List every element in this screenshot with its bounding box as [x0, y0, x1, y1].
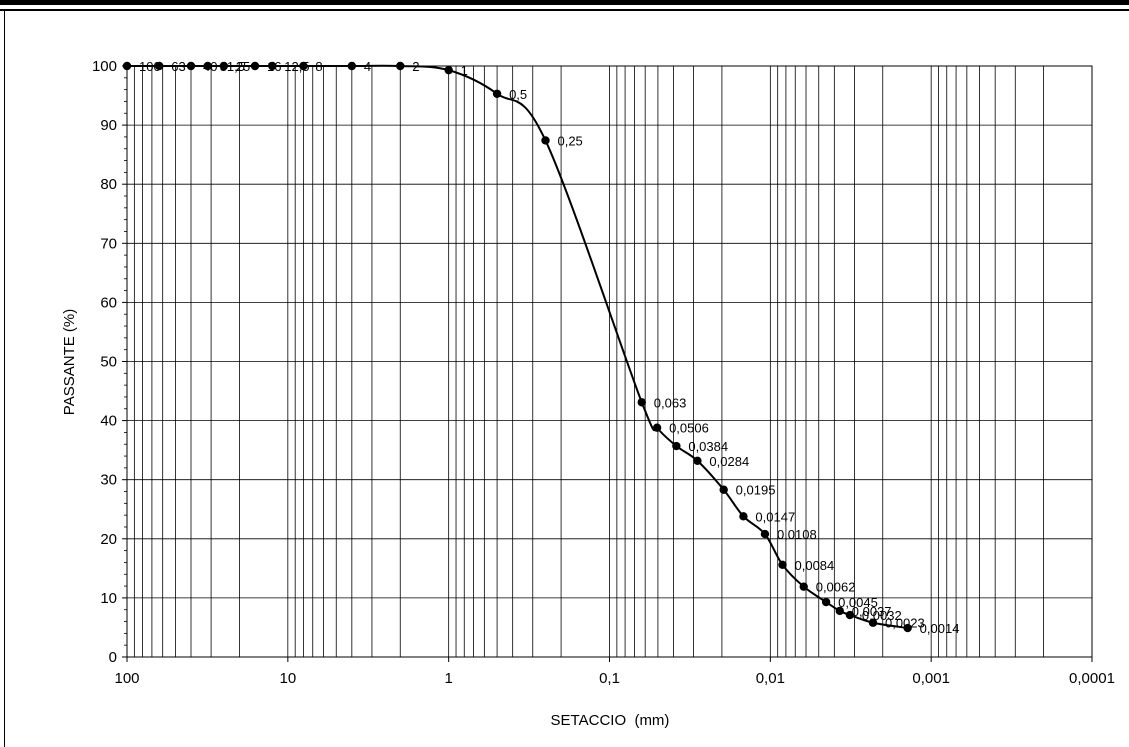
series-line	[127, 64, 908, 630]
data-point	[903, 623, 912, 633]
series-curve	[127, 64, 908, 630]
data-label: 0,0195	[736, 483, 776, 498]
x-tick-labels: 100 10 1 0,1 0,01 0,001 0,0001	[114, 670, 1114, 687]
data-label: 2	[412, 59, 419, 74]
x-axis-title: SETACCIO (mm)	[551, 712, 670, 729]
y-tick-label: 90	[100, 117, 117, 134]
x-tick-label: 0,1	[599, 670, 620, 687]
y-tick-label: 100	[92, 58, 117, 75]
data-label: 25	[236, 59, 250, 74]
x-tick-label: 0,0001	[1069, 670, 1115, 687]
data-point	[396, 61, 405, 71]
y-tick-labels: 0 10 20 30 40 50 60 70 80 90 100	[92, 58, 117, 666]
data-point	[186, 61, 196, 71]
data-point	[347, 61, 357, 71]
top-border-thin	[0, 9, 1129, 11]
data-point	[122, 61, 132, 71]
data-label: 63	[171, 59, 185, 74]
y-tick-label: 80	[100, 176, 117, 193]
data-point	[652, 423, 662, 432]
top-border-thick	[0, 0, 1129, 5]
data-label: 0,0506	[669, 421, 709, 436]
data-label: 0,5	[509, 87, 527, 102]
y-tick-label: 10	[100, 590, 117, 607]
data-label: 40	[203, 59, 217, 74]
data-label: 0,0045	[838, 595, 878, 610]
data-label: 0,0037	[852, 604, 892, 619]
data-label: 12,5	[284, 59, 309, 74]
data-label: 0,25	[557, 133, 582, 148]
data-label: 0,0147	[755, 509, 795, 524]
data-point	[219, 61, 229, 71]
data-point	[672, 441, 681, 451]
data-label: 16	[267, 59, 281, 74]
y-tick-label: 30	[100, 472, 117, 489]
x-tick-label: 0,001	[912, 670, 950, 687]
data-label: 100	[139, 59, 161, 74]
data-point	[719, 485, 728, 494]
data-label: 0,0023	[885, 616, 925, 631]
data-point	[693, 456, 702, 465]
y-tick-label: 70	[100, 235, 117, 252]
data-point	[835, 606, 844, 616]
y-tick-label: 60	[100, 294, 117, 311]
data-label: 0,0108	[777, 527, 817, 542]
data-label: 0,0284	[709, 454, 749, 469]
data-label: 31,5	[220, 59, 245, 74]
data-point	[492, 89, 502, 98]
data-point	[739, 512, 748, 521]
grid	[127, 65, 1093, 658]
data-point	[250, 61, 260, 71]
data-point	[868, 618, 878, 627]
x-tick-label: 1	[444, 670, 452, 687]
data-point	[541, 136, 550, 145]
left-border	[4, 11, 5, 747]
data-point	[444, 65, 453, 75]
y-axis-title: PASSANTE (%)	[61, 309, 78, 415]
data-point	[799, 582, 808, 591]
y-tick-label: 20	[100, 531, 117, 548]
data-label: 0,0084	[795, 558, 835, 573]
data-label: 0,0384	[688, 439, 728, 454]
data-label: 4	[364, 59, 371, 74]
data-label: 0,0062	[816, 580, 856, 595]
y-tick-label: 40	[100, 413, 117, 430]
point-labels: 100 63 40 31,525 16 12,5 8 4 2 1 0,5 0,25 0,063 0,050…	[139, 59, 959, 636]
data-point	[268, 61, 277, 71]
data-point	[778, 560, 787, 570]
y-tick-label: 0	[109, 649, 117, 666]
data-point	[203, 61, 212, 71]
data-label: 1	[461, 63, 468, 78]
data-label: 0,063	[654, 395, 687, 410]
x-tick-label: 0,01	[756, 670, 785, 687]
y-tick-label: 50	[100, 354, 117, 371]
data-point	[637, 398, 646, 407]
data-point	[845, 610, 855, 620]
data-points	[122, 61, 912, 633]
axis-ticks	[122, 65, 1093, 662]
x-tick-label: 100	[114, 670, 139, 687]
data-point	[155, 61, 164, 71]
data-point	[299, 61, 308, 71]
data-label: 8	[315, 59, 322, 74]
data-label: 0,0014	[920, 621, 960, 636]
data-label: 0,0032	[862, 608, 902, 623]
data-point	[821, 597, 831, 607]
x-tick-label: 10	[279, 670, 296, 687]
data-point	[760, 529, 770, 539]
